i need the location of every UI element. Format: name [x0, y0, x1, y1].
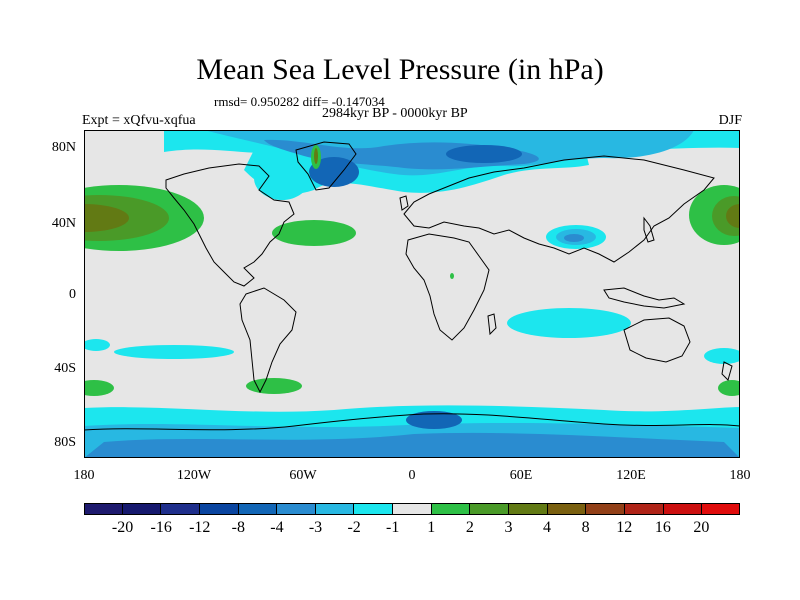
colorbar-label: -4 [270, 519, 284, 536]
coastlines [84, 141, 740, 431]
chart-title: Mean Sea Level Pressure (in hPa) [196, 53, 604, 86]
map-frame [84, 130, 740, 458]
colorbar-label: 1 [427, 519, 436, 536]
colorbar-label: -1 [386, 519, 400, 536]
lon-label-120w: 120W [176, 468, 212, 483]
colorbar-cell [277, 503, 316, 515]
colorbar-cell [702, 503, 740, 515]
colorbar-cell [663, 503, 703, 515]
field-atlantic-green [272, 220, 356, 246]
colorbar-cell [393, 503, 432, 515]
coast-australia [623, 317, 691, 363]
colorbar [84, 503, 740, 515]
colorbar-label: -20 [111, 519, 134, 536]
colorbar-cell [122, 503, 162, 515]
coast-europe-asia [403, 155, 715, 263]
colorbar-label: 3 [504, 519, 513, 536]
colorbar-cell [431, 503, 471, 515]
colorbar-label: -8 [231, 519, 245, 536]
field-antarctic-blue [84, 432, 740, 458]
field-npacific-olive-west [84, 204, 129, 232]
colorbar-cell [509, 503, 548, 515]
stats-line: rmsd= 0.950282 diff= -0.147034 [214, 94, 385, 109]
colorbar-label: 20 [693, 519, 710, 536]
map-svg [84, 130, 740, 458]
colorbar-cell [238, 503, 278, 515]
coast-greenland [295, 141, 357, 191]
field-tibet-blue [564, 234, 584, 242]
coast-antarctica [84, 413, 740, 431]
coast-madagascar [487, 313, 497, 336]
lat-label-80s: 80S [54, 435, 76, 450]
lon-label-0: 0 [408, 468, 416, 483]
lon-label-180w: 180 [73, 468, 95, 483]
field-sw-cyan [84, 339, 110, 351]
field-antarctic-midblue [406, 411, 462, 429]
coast-north-america [165, 163, 295, 287]
colorbar-label: -12 [189, 519, 211, 536]
field-se-pacific-cyan [704, 348, 740, 364]
lon-label-120e: 120E [616, 468, 646, 483]
coast-indonesia [603, 287, 686, 309]
colorbar-cell [354, 503, 394, 515]
field-kara-blue [384, 148, 444, 164]
experiment-label: Expt = xQfvu-xqfua [82, 113, 196, 128]
lon-label-60w: 60W [289, 468, 317, 483]
colorbar-label: -2 [347, 519, 361, 536]
field-greenland-olive [314, 148, 318, 164]
field-barents-midblue [446, 145, 522, 163]
colorbar-cell [624, 503, 664, 515]
coast-uk [399, 195, 409, 211]
coast-japan [643, 216, 655, 243]
field-labrador-cyan [254, 156, 310, 200]
colorbar-cell [161, 503, 200, 515]
colorbar-cell [547, 503, 587, 515]
field-patagonia-green [246, 378, 302, 394]
lat-label-80n: 80N [51, 140, 76, 155]
colorbar-label: -16 [150, 519, 172, 536]
lat-label-40n: 40N [51, 216, 76, 231]
season-label: DJF [718, 113, 742, 128]
lat-label-0: 0 [69, 287, 76, 302]
field-greenland-midblue [309, 157, 359, 187]
colorbar-cell [586, 503, 625, 515]
colorbar-label: 8 [581, 519, 590, 536]
field-south-atlantic-cyan [507, 308, 631, 338]
field-npacific-olive-east [726, 204, 740, 228]
field-south-green-east [718, 380, 740, 396]
colorbar-label: -3 [308, 519, 323, 536]
lon-label-60e: 60E [509, 468, 533, 483]
colorbar-label: 16 [654, 519, 671, 536]
coast-nz [721, 361, 733, 381]
lat-label-40s: 40S [54, 361, 76, 376]
field-south-green-west [84, 380, 114, 396]
colorbar-label: 2 [465, 519, 474, 536]
colorbar-cell [315, 503, 355, 515]
colorbar-cell [470, 503, 510, 515]
field-atlantic-green-small [450, 273, 454, 279]
colorbar-cell [199, 503, 239, 515]
coast-africa [405, 233, 490, 341]
colorbar-label: 12 [616, 519, 633, 536]
field-south-pacific-cyan [114, 345, 234, 359]
lon-label-180e: 180 [729, 468, 751, 483]
map-plot [84, 130, 740, 458]
colorbar-cell [84, 503, 123, 515]
coast-south-america [239, 287, 297, 394]
period-label: 2984kyr BP - 0000kyr BP [322, 106, 468, 121]
colorbar-label: 4 [543, 519, 552, 536]
